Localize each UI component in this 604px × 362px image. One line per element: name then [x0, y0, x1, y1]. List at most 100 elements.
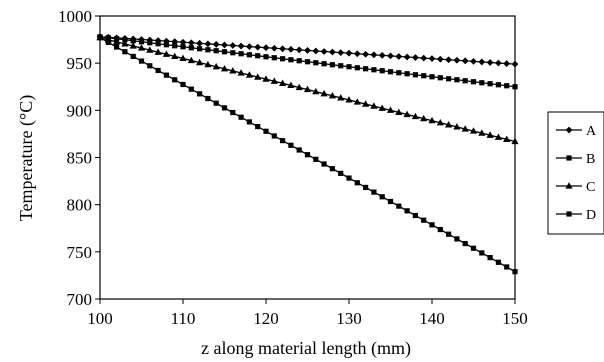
data-point: [147, 40, 153, 46]
data-point: [412, 212, 418, 219]
data-point: [370, 102, 378, 109]
legend-marker: [566, 155, 572, 161]
data-point: [204, 60, 212, 68]
data-point: [270, 77, 278, 84]
data-point: [511, 137, 519, 145]
data-point: [271, 55, 277, 61]
data-point: [378, 104, 386, 111]
data-point: [238, 51, 244, 57]
data-point: [337, 49, 345, 57]
data-point: [304, 59, 311, 65]
data-point: [287, 81, 295, 89]
data-point: [205, 95, 211, 102]
data-point: [279, 45, 286, 53]
data-point: [296, 58, 302, 64]
data-point: [328, 92, 336, 99]
data-point: [196, 58, 204, 66]
data-point: [303, 85, 312, 93]
data-point: [403, 110, 411, 118]
data-point: [329, 166, 335, 172]
data-point: [345, 96, 353, 103]
legend-marker: [565, 182, 573, 189]
y-axis-ticks: 700 750 800 850 900 950 1000: [58, 7, 100, 309]
data-point: [395, 108, 403, 116]
data-point: [320, 89, 328, 97]
data-point: [255, 53, 261, 59]
data-point: [279, 79, 287, 86]
y-tick-label: 700: [67, 290, 93, 309]
data-point: [420, 54, 428, 62]
data-point: [221, 49, 228, 55]
data-point: [196, 39, 203, 47]
data-point: [386, 106, 395, 113]
data-point: [179, 38, 187, 46]
data-point: [338, 170, 344, 176]
data-point: [246, 43, 253, 51]
data-point: [113, 38, 121, 45]
data-point: [412, 72, 418, 78]
series-layer: [96, 33, 519, 275]
x-tick-label: 140: [419, 309, 445, 328]
data-point: [138, 39, 145, 45]
data-point: [122, 37, 128, 43]
data-point: [238, 114, 244, 120]
plot-frame: [99, 15, 516, 300]
data-point: [105, 39, 111, 45]
data-point: [245, 71, 253, 78]
y-axis-title: Temperature (°C): [16, 95, 37, 221]
data-point: [503, 135, 511, 142]
data-point: [270, 44, 278, 52]
data-point: [396, 70, 402, 76]
data-point: [354, 180, 360, 186]
data-point: [470, 79, 477, 85]
data-point: [221, 105, 228, 111]
legend-label: D: [586, 208, 596, 223]
data-point: [130, 53, 136, 60]
data-point: [363, 66, 369, 72]
data-point: [197, 91, 203, 97]
data-point: [512, 269, 518, 275]
legend-label: B: [586, 152, 595, 167]
data-point: [155, 67, 161, 74]
data-point: [288, 142, 294, 148]
data-point: [138, 58, 145, 64]
data-point: [246, 52, 252, 58]
data-point: [197, 46, 203, 52]
data-point: [295, 83, 303, 91]
data-point: [304, 47, 311, 54]
data-point: [378, 51, 386, 59]
data-point: [479, 80, 485, 86]
data-point: [221, 41, 228, 49]
data-point: [436, 118, 444, 126]
data-point: [436, 55, 444, 63]
data-point: [130, 38, 136, 44]
data-point: [404, 208, 410, 214]
data-point: [255, 123, 261, 130]
data-point: [163, 42, 169, 48]
data-point: [396, 203, 402, 209]
data-point: [163, 72, 169, 78]
series-d: [97, 35, 518, 275]
data-point: [379, 194, 385, 200]
data-point: [469, 127, 478, 134]
data-point: [263, 128, 269, 134]
data-point: [329, 62, 335, 68]
data-point: [271, 133, 277, 139]
data-point: [495, 82, 501, 88]
data-point: [313, 60, 319, 66]
data-point: [461, 57, 469, 65]
data-point: [188, 86, 194, 92]
data-point: [445, 121, 453, 128]
data-point: [237, 69, 245, 76]
y-tick-label: 900: [67, 101, 93, 120]
data-point: [213, 48, 219, 54]
plot-area: [99, 15, 516, 300]
data-point: [204, 40, 212, 48]
data-point: [230, 109, 236, 116]
data-point: [180, 44, 186, 50]
data-point: [428, 55, 436, 63]
data-point: [346, 64, 352, 70]
x-tick-label: 110: [171, 309, 196, 328]
data-point: [371, 189, 377, 195]
